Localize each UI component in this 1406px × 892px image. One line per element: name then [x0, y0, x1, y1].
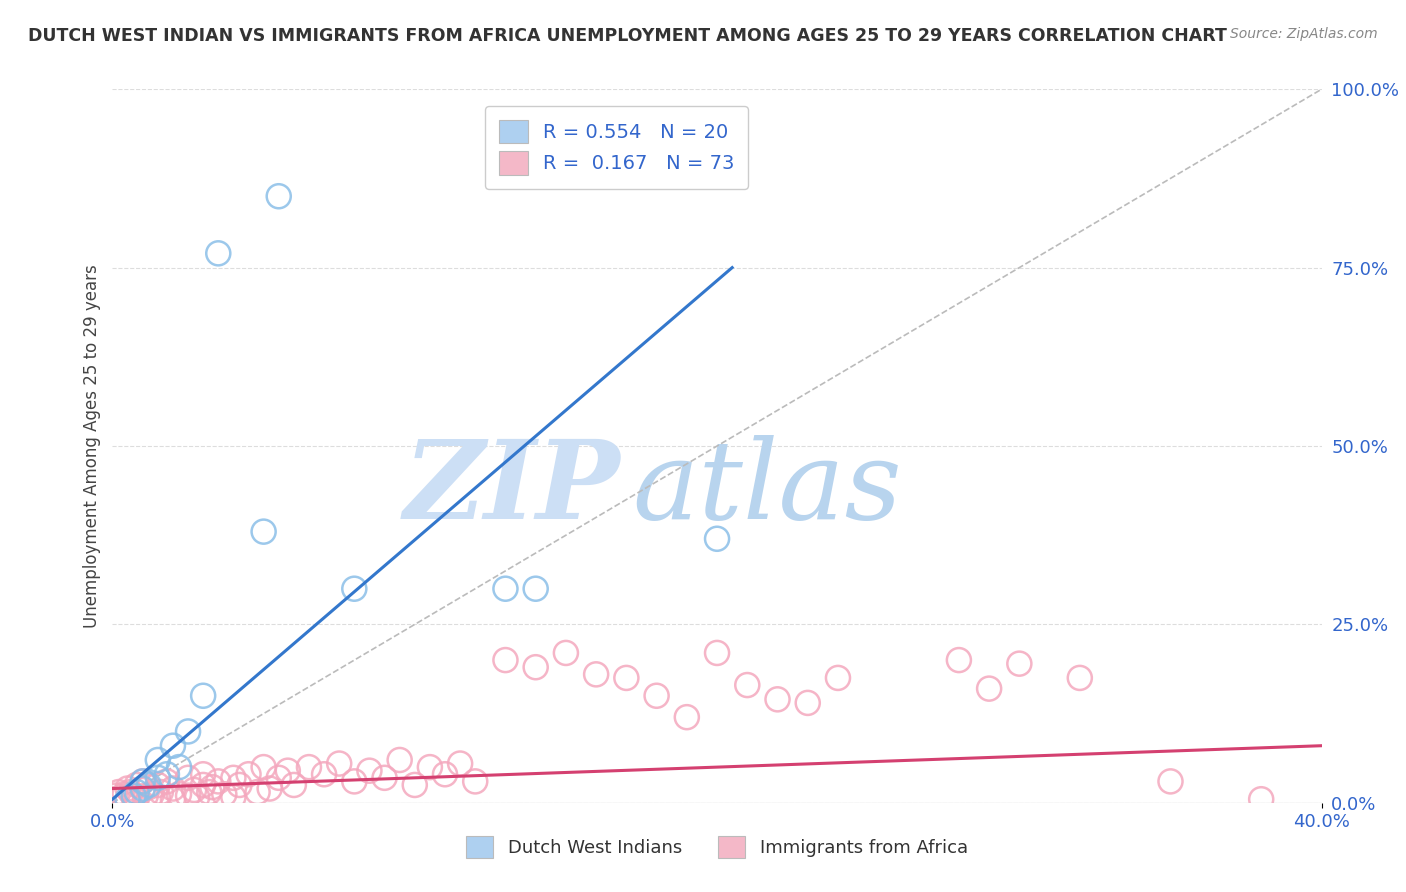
- Point: [198, 785, 221, 799]
- Point: [433, 767, 456, 781]
- Point: [201, 780, 224, 794]
- Point: [146, 778, 169, 792]
- Point: [132, 781, 155, 796]
- Point: [222, 771, 245, 785]
- Point: [737, 678, 759, 692]
- Point: [222, 790, 245, 805]
- Point: [1250, 792, 1272, 806]
- Point: [122, 789, 145, 803]
- Point: [207, 246, 229, 260]
- Point: [238, 767, 260, 781]
- Point: [948, 653, 970, 667]
- Text: atlas: atlas: [633, 435, 903, 542]
- Point: [138, 780, 160, 794]
- Point: [246, 785, 269, 799]
- Point: [156, 774, 179, 789]
- Point: [495, 582, 517, 596]
- Point: [524, 582, 547, 596]
- Point: [114, 787, 136, 801]
- Legend: Dutch West Indians, Immigrants from Africa: Dutch West Indians, Immigrants from Afri…: [460, 829, 974, 865]
- Point: [314, 767, 336, 781]
- Point: [253, 524, 276, 539]
- Point: [117, 781, 139, 796]
- Point: [117, 792, 139, 806]
- Text: ZIP: ZIP: [404, 435, 620, 542]
- Point: [977, 681, 1000, 696]
- Point: [449, 756, 471, 771]
- Point: [706, 646, 728, 660]
- Point: [616, 671, 638, 685]
- Point: [328, 756, 350, 771]
- Point: [122, 790, 145, 805]
- Point: [267, 771, 290, 785]
- Point: [1069, 671, 1091, 685]
- Point: [283, 778, 305, 792]
- Point: [135, 789, 157, 803]
- Point: [146, 790, 169, 805]
- Point: [388, 753, 411, 767]
- Point: [177, 789, 200, 803]
- Y-axis label: Unemployment Among Ages 25 to 29 years: Unemployment Among Ages 25 to 29 years: [83, 264, 101, 628]
- Point: [125, 792, 148, 806]
- Point: [138, 778, 160, 792]
- Point: [214, 787, 236, 801]
- Point: [191, 778, 214, 792]
- Point: [183, 783, 205, 797]
- Point: [343, 582, 366, 596]
- Point: [149, 785, 172, 799]
- Point: [464, 774, 486, 789]
- Point: [1008, 657, 1031, 671]
- Point: [107, 785, 129, 799]
- Point: [104, 789, 127, 803]
- Point: [554, 646, 576, 660]
- Point: [156, 767, 179, 781]
- Point: [101, 792, 124, 806]
- Point: [146, 771, 169, 785]
- Point: [267, 189, 290, 203]
- Point: [1159, 774, 1181, 789]
- Point: [167, 787, 190, 801]
- Point: [374, 771, 396, 785]
- Point: [186, 790, 208, 805]
- Point: [585, 667, 607, 681]
- Point: [132, 783, 155, 797]
- Point: [495, 653, 517, 667]
- Point: [132, 774, 155, 789]
- Text: Source: ZipAtlas.com: Source: ZipAtlas.com: [1230, 27, 1378, 41]
- Point: [162, 781, 184, 796]
- Point: [117, 794, 139, 808]
- Point: [796, 696, 818, 710]
- Point: [110, 790, 132, 805]
- Point: [207, 774, 229, 789]
- Point: [343, 774, 366, 789]
- Point: [146, 753, 169, 767]
- Point: [706, 532, 728, 546]
- Point: [191, 689, 214, 703]
- Point: [177, 771, 200, 785]
- Text: DUTCH WEST INDIAN VS IMMIGRANTS FROM AFRICA UNEMPLOYMENT AMONG AGES 25 TO 29 YEA: DUTCH WEST INDIAN VS IMMIGRANTS FROM AFR…: [28, 27, 1227, 45]
- Point: [524, 660, 547, 674]
- Point: [259, 781, 281, 796]
- Point: [359, 764, 381, 778]
- Point: [827, 671, 849, 685]
- Point: [120, 785, 142, 799]
- Point: [419, 760, 441, 774]
- Point: [228, 778, 250, 792]
- Point: [141, 787, 163, 801]
- Point: [675, 710, 697, 724]
- Point: [645, 689, 668, 703]
- Point: [766, 692, 789, 706]
- Point: [132, 774, 155, 789]
- Point: [404, 778, 426, 792]
- Point: [277, 764, 299, 778]
- Point: [191, 767, 214, 781]
- Point: [125, 785, 148, 799]
- Point: [162, 792, 184, 806]
- Point: [177, 724, 200, 739]
- Point: [167, 760, 190, 774]
- Point: [125, 778, 148, 792]
- Point: [253, 760, 276, 774]
- Point: [298, 760, 321, 774]
- Point: [162, 739, 184, 753]
